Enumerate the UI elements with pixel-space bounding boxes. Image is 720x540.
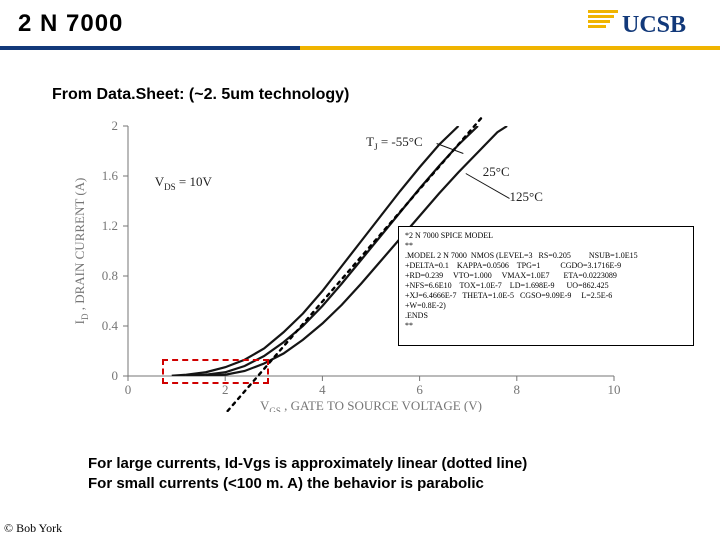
header-rule-blue: [0, 46, 300, 50]
annotation-line-2: For small currents (<100 m. A) the behav…: [88, 474, 527, 494]
logo-text: UCSB: [622, 12, 686, 38]
chart-annotation: For large currents, Id-Vgs is approximat…: [88, 454, 527, 494]
ucsb-logo: UCSB: [588, 8, 698, 45]
page-root: 2 N 7000 UCSB From Data.Sheet: (~2. 5um …: [0, 0, 720, 540]
svg-text:0: 0: [125, 382, 132, 397]
svg-text:8: 8: [514, 382, 521, 397]
svg-text:ID , DRAIN CURRENT (A): ID , DRAIN CURRENT (A): [72, 178, 90, 325]
header: 2 N 7000 UCSB: [0, 0, 720, 56]
spice-model-box: *2 N 7000 SPICE MODEL ** .MODEL 2 N 7000…: [398, 226, 694, 346]
header-rule: [0, 46, 720, 50]
svg-text:1.2: 1.2: [102, 218, 118, 233]
svg-text:1.6: 1.6: [102, 168, 119, 183]
svg-text:VGS , GATE TO SOURCE VOLTAGE (: VGS , GATE TO SOURCE VOLTAGE (V): [260, 398, 482, 412]
svg-text:4: 4: [319, 382, 326, 397]
page-title: 2 N 7000: [18, 10, 123, 38]
svg-text:25°C: 25°C: [483, 164, 510, 179]
svg-text:2: 2: [112, 118, 119, 133]
svg-text:TJ = -55°C: TJ = -55°C: [366, 134, 423, 152]
svg-text:VDS = 10V: VDS = 10V: [155, 174, 213, 192]
svg-text:6: 6: [416, 382, 423, 397]
svg-text:2: 2: [222, 382, 229, 397]
copyright: © Bob York: [4, 521, 62, 536]
svg-text:0.4: 0.4: [102, 318, 119, 333]
datasheet-subheading: From Data.Sheet: (~2. 5um technology): [52, 86, 349, 104]
low-current-highlight: [162, 359, 269, 384]
svg-text:0: 0: [112, 368, 119, 383]
svg-text:10: 10: [608, 382, 621, 397]
svg-text:0.8: 0.8: [102, 268, 118, 283]
annotation-line-1: For large currents, Id-Vgs is approximat…: [88, 454, 527, 474]
svg-text:125°C: 125°C: [510, 189, 543, 204]
